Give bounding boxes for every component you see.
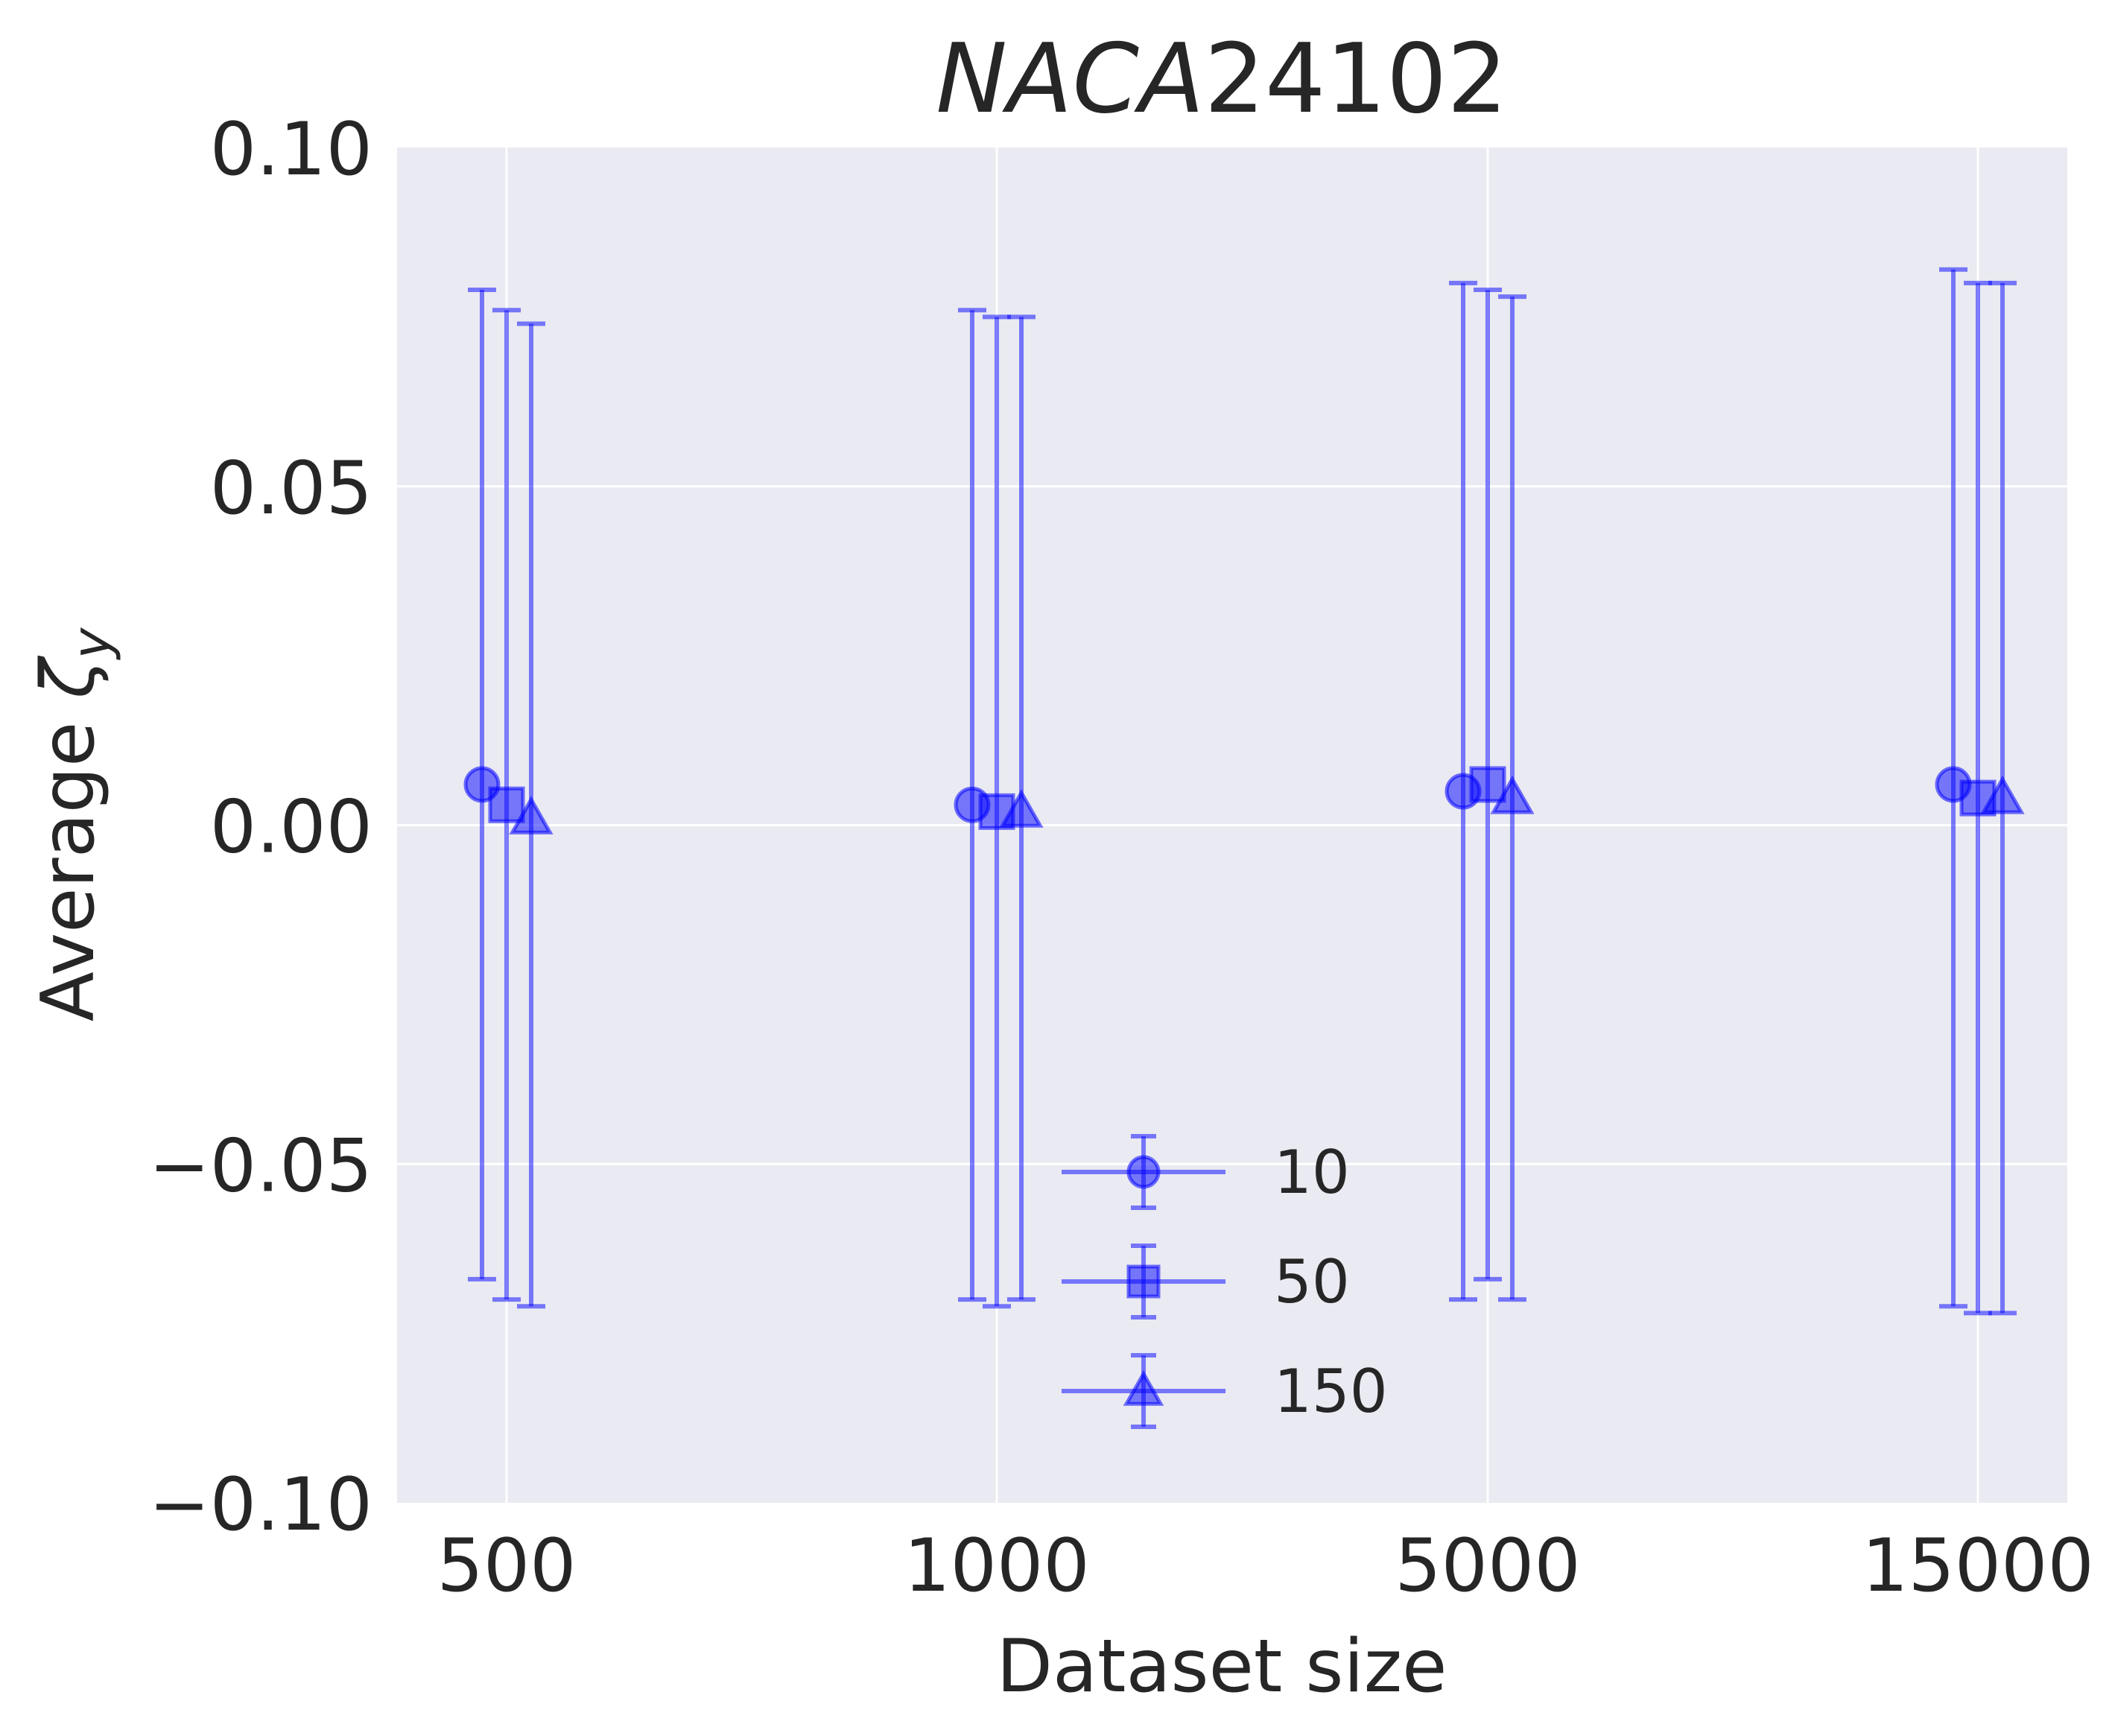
data-point (509, 796, 554, 834)
x-axis-label: Dataset size (997, 1624, 1447, 1709)
series-layer (463, 267, 2025, 1316)
legend-entry-50: 50 (1062, 1244, 1350, 1320)
legend-marker (1123, 1369, 1164, 1406)
tick-labels: −0.10 −0.05 0.00 0.05 0.10 500 1000 5000 15000 (149, 107, 2094, 1609)
y-tick-label: 0.05 (210, 446, 372, 531)
legend-marker (1126, 1264, 1161, 1299)
data-point (1490, 775, 1535, 814)
x-tick-label: 1000 (904, 1524, 1089, 1609)
x-tick-label: 5000 (1395, 1524, 1580, 1609)
data-point (1980, 775, 2025, 814)
y-axis-label: Average ζy (26, 627, 122, 1021)
y-tick-label: 0.10 (210, 107, 372, 192)
data-point (1469, 766, 1506, 803)
y-tick-label: −0.05 (149, 1124, 372, 1208)
legend-marker (1126, 1155, 1161, 1189)
legend-label: 150 (1274, 1357, 1388, 1426)
legend-entry-10: 10 (1062, 1134, 1350, 1210)
y-tick-label: −0.10 (149, 1463, 372, 1547)
series-50 (488, 280, 1997, 1316)
legend-label: 10 (1274, 1138, 1350, 1207)
legend: 10 50 150 (1062, 1134, 1388, 1429)
data-point (488, 786, 525, 823)
data-point (999, 788, 1044, 828)
y-tick-label: 0.00 (210, 785, 372, 870)
x-tick-label: 15000 (1862, 1524, 2094, 1609)
x-tick-label: 500 (437, 1524, 576, 1609)
series-10 (463, 267, 1972, 1309)
legend-entry-150: 150 (1062, 1353, 1388, 1429)
series-150 (509, 280, 2025, 1316)
legend-label: 50 (1274, 1247, 1350, 1317)
chart-title: NACA24102 (936, 24, 1507, 135)
